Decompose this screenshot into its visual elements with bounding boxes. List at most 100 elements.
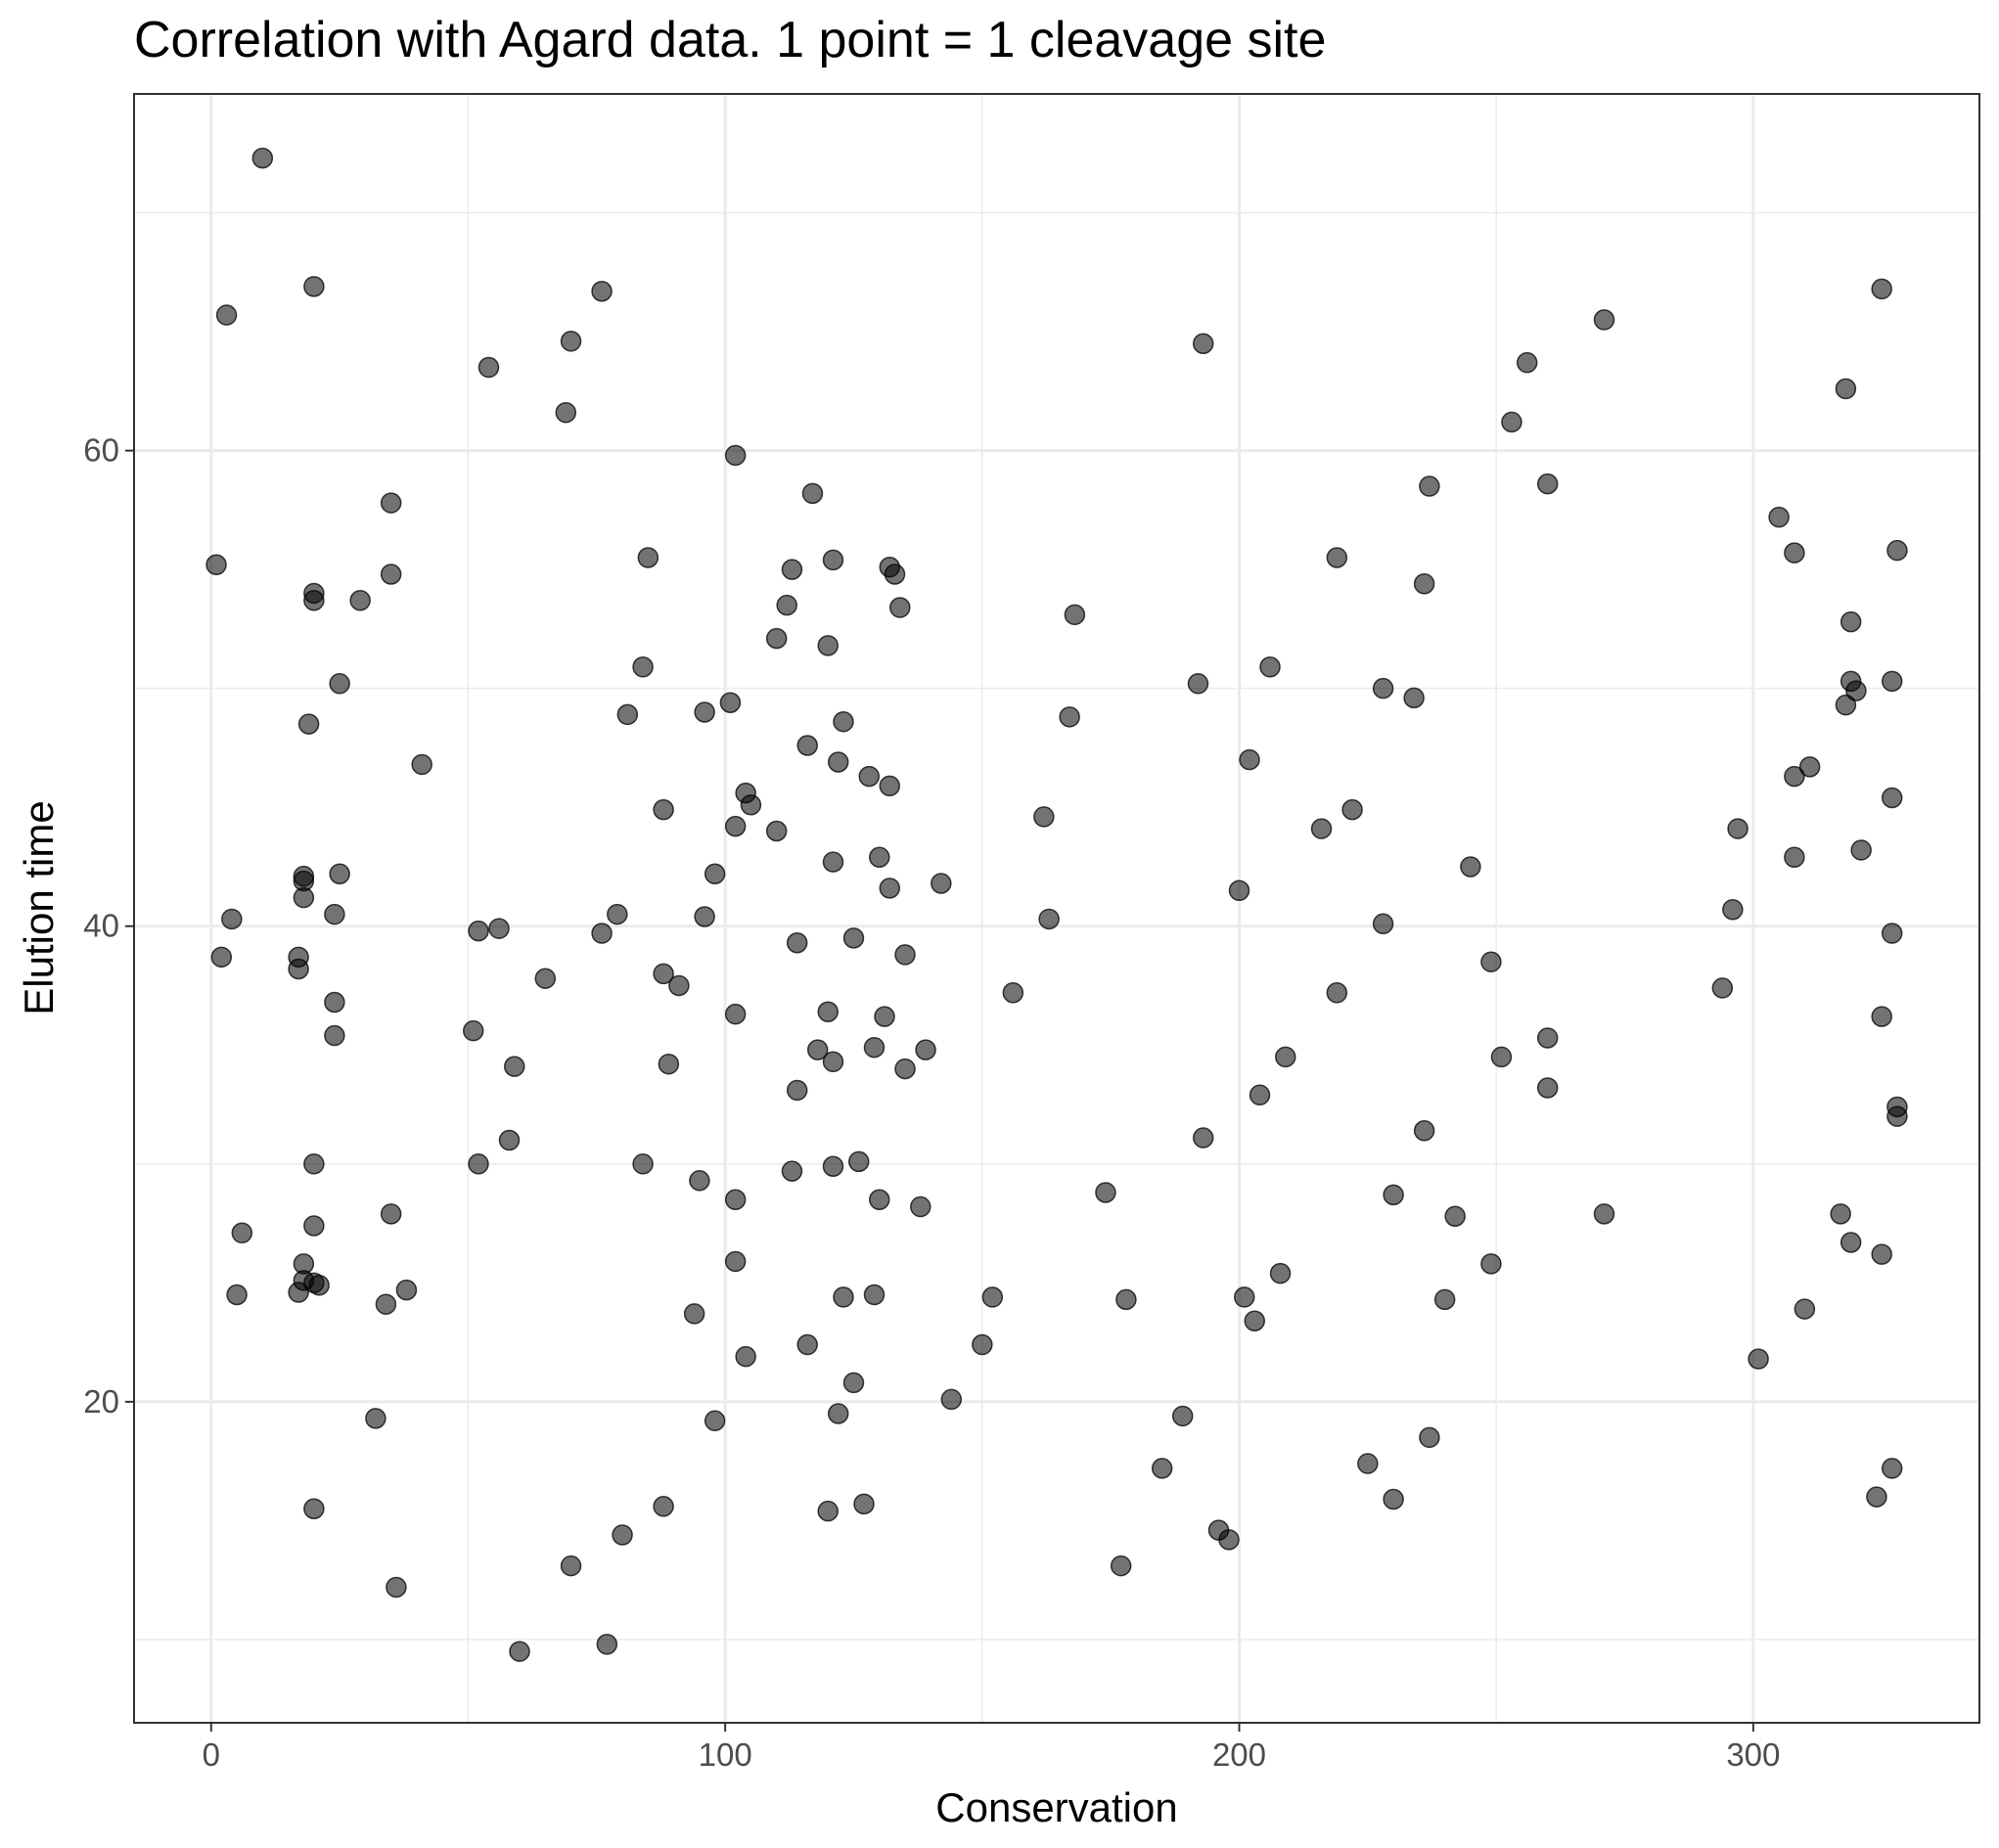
x-tick-label: 0	[203, 1736, 220, 1773]
data-point	[1593, 309, 1615, 331]
data-point	[910, 1195, 931, 1218]
data-point	[724, 1189, 747, 1211]
x-tick-label: 200	[1212, 1736, 1266, 1773]
data-point	[324, 1024, 345, 1047]
data-point	[879, 878, 901, 899]
data-point	[462, 1019, 484, 1042]
data-point	[1480, 1253, 1502, 1275]
data-point	[1711, 977, 1734, 999]
data-point	[915, 1039, 936, 1060]
data-point	[555, 401, 577, 424]
data-point	[1881, 1458, 1903, 1479]
data-point	[894, 944, 916, 966]
data-point	[781, 559, 803, 580]
data-point	[1244, 1310, 1266, 1331]
data-point	[632, 656, 654, 678]
data-point	[210, 946, 233, 969]
data-point	[1866, 1486, 1887, 1508]
data-point	[1784, 542, 1805, 563]
data-point	[683, 1303, 705, 1325]
data-point	[740, 794, 762, 816]
data-point	[1419, 1426, 1440, 1449]
data-point	[869, 1189, 890, 1211]
data-point	[504, 1056, 525, 1077]
data-point	[1748, 1348, 1769, 1370]
data-point	[1259, 656, 1281, 678]
y-tick-label: 60	[83, 432, 119, 469]
data-point	[858, 765, 880, 788]
data-point	[1326, 982, 1348, 1004]
data-point	[1419, 475, 1440, 497]
data-point	[822, 1155, 844, 1177]
data-point	[1835, 378, 1857, 400]
data-point	[365, 1408, 386, 1429]
data-point	[1033, 806, 1055, 828]
data-point	[894, 1058, 916, 1080]
data-point	[637, 547, 659, 568]
data-point	[303, 1498, 325, 1519]
data-point	[1187, 673, 1209, 695]
y-tick-label: 40	[83, 908, 119, 944]
data-point	[1881, 787, 1903, 809]
data-point	[796, 735, 818, 756]
data-point	[468, 1153, 489, 1175]
y-tick-label: 20	[83, 1383, 119, 1420]
data-point	[1871, 278, 1892, 300]
data-point	[1403, 687, 1425, 709]
data-point	[724, 1003, 747, 1025]
data-point	[226, 1284, 248, 1306]
data-point	[1845, 680, 1867, 701]
data-point	[1536, 1027, 1559, 1049]
data-point	[591, 923, 613, 944]
data-point	[1413, 1120, 1435, 1142]
data-point	[1095, 1182, 1116, 1203]
data-point	[765, 627, 788, 650]
data-point	[375, 1293, 397, 1315]
data-point	[1460, 856, 1481, 878]
data-point	[1536, 1077, 1559, 1099]
data-point	[1228, 879, 1250, 902]
data-point	[1064, 604, 1086, 626]
data-point	[1871, 1006, 1892, 1027]
data-point	[560, 331, 582, 352]
data-point	[822, 549, 844, 571]
data-point	[329, 673, 350, 695]
data-point	[1269, 1262, 1292, 1285]
data-point	[380, 492, 402, 514]
data-point	[724, 1250, 747, 1273]
data-point	[827, 751, 849, 773]
data-point	[596, 1634, 618, 1655]
data-point	[822, 1051, 844, 1073]
data-point	[1192, 1127, 1214, 1149]
data-point	[1830, 1203, 1851, 1225]
data-point	[776, 594, 797, 616]
data-point	[1326, 547, 1348, 568]
data-point	[1383, 1184, 1404, 1206]
data-point	[694, 906, 715, 927]
data-point	[735, 1345, 756, 1368]
data-point	[1727, 818, 1749, 839]
data-point	[724, 815, 747, 837]
data-point	[1059, 706, 1080, 728]
data-point	[869, 846, 890, 868]
data-point	[694, 701, 715, 723]
data-point	[796, 1333, 818, 1356]
data-point	[1433, 1288, 1456, 1311]
data-point	[874, 1006, 895, 1027]
data-point	[842, 927, 865, 949]
plot-panel-background	[134, 94, 1979, 1723]
x-tick-label: 300	[1726, 1736, 1780, 1773]
data-point	[1192, 333, 1214, 354]
data-point	[1886, 1105, 1908, 1127]
data-point	[1501, 411, 1522, 433]
data-point	[1002, 982, 1024, 1004]
data-point	[288, 1282, 309, 1303]
data-point	[498, 1129, 521, 1151]
data-point	[488, 918, 510, 939]
data-point	[1372, 913, 1394, 935]
data-point	[1357, 1453, 1379, 1474]
data-point	[221, 908, 243, 930]
data-point	[1886, 539, 1908, 562]
data-point	[704, 863, 726, 885]
data-point	[1151, 1458, 1173, 1479]
